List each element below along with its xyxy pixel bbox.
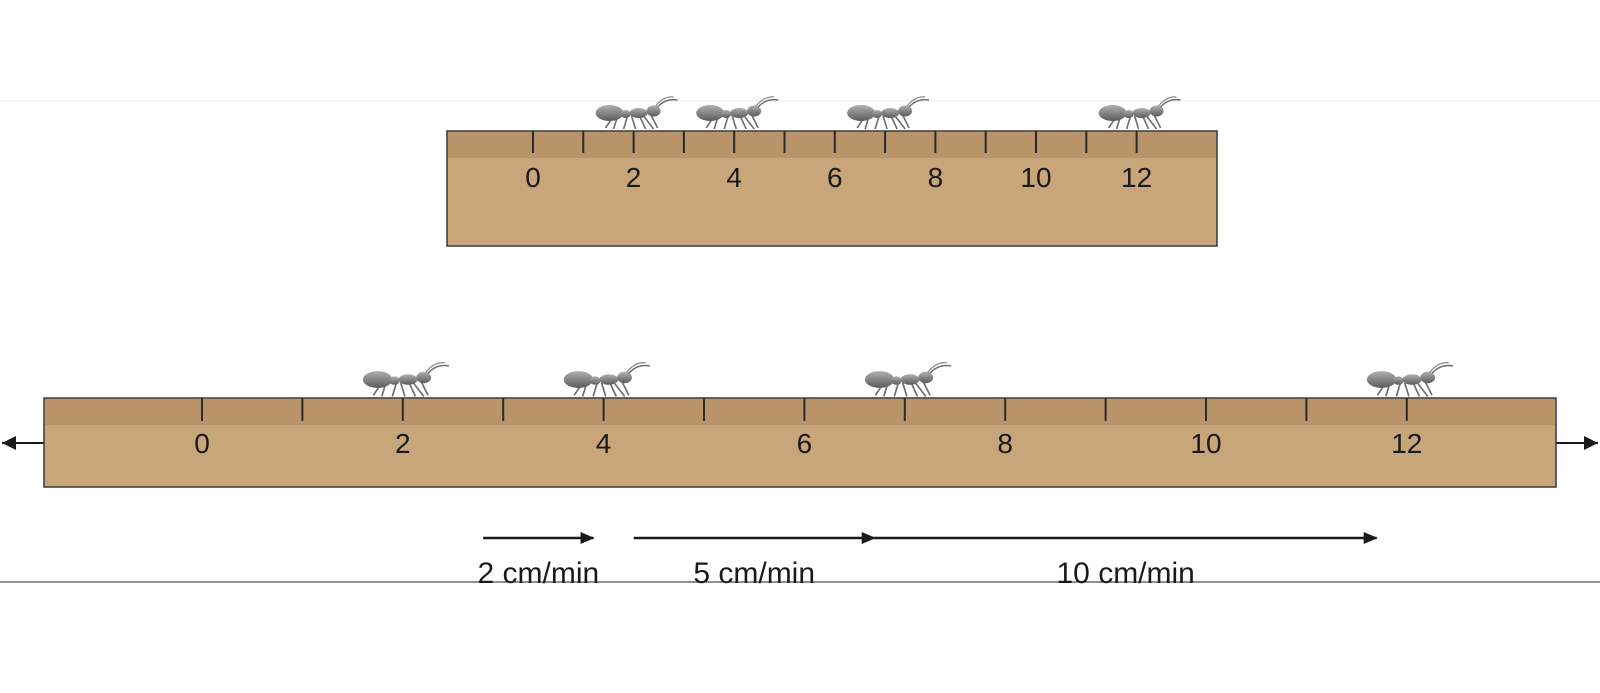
- speed-label: 10 cm/min: [1056, 557, 1194, 590]
- ruler-tick-label: 6: [797, 428, 813, 459]
- ruler-tick-label: 12: [1121, 162, 1152, 193]
- ruler-tick-label: 6: [827, 162, 843, 193]
- ant-icon: [1366, 361, 1454, 398]
- ruler-tick-label: 2: [626, 162, 642, 193]
- ruler-tick-label: 10: [1190, 428, 1221, 459]
- bottom-ruler: 0 2 4 6 8 10 12: [2, 361, 1598, 488]
- right-arrowhead: [1584, 436, 1598, 450]
- ruler-tick-label: 4: [596, 428, 612, 459]
- ant-icon: [846, 96, 930, 130]
- ant-icon: [562, 361, 651, 398]
- ruler-tick-label: 10: [1020, 162, 1051, 193]
- ruler-band: [448, 132, 1216, 158]
- speed-label: 2 cm/min: [477, 557, 599, 590]
- speed-arrows: 2 cm/min 5 cm/min 10 cm/min: [477, 532, 1378, 590]
- ant-icon: [1097, 96, 1182, 130]
- ruler-tick-label: 2: [395, 428, 411, 459]
- ruler-tick-label: 4: [726, 162, 742, 193]
- ruler-tick-label: 8: [928, 162, 944, 193]
- ruler-tick-label: 0: [194, 428, 210, 459]
- ant-icon: [594, 96, 679, 130]
- ant-icon: [695, 96, 780, 130]
- ruler-tick-label: 8: [997, 428, 1013, 459]
- ruler-band: [45, 399, 1555, 425]
- speed-label: 5 cm/min: [693, 557, 815, 590]
- top-ruler: 0 2 4 6 8 10 12: [446, 96, 1218, 247]
- ant-icon: [864, 361, 952, 398]
- ruler-tick-label: 12: [1391, 428, 1422, 459]
- ant-icon: [362, 361, 450, 398]
- ruler-tick-label: 0: [525, 162, 541, 193]
- left-arrowhead: [2, 436, 16, 450]
